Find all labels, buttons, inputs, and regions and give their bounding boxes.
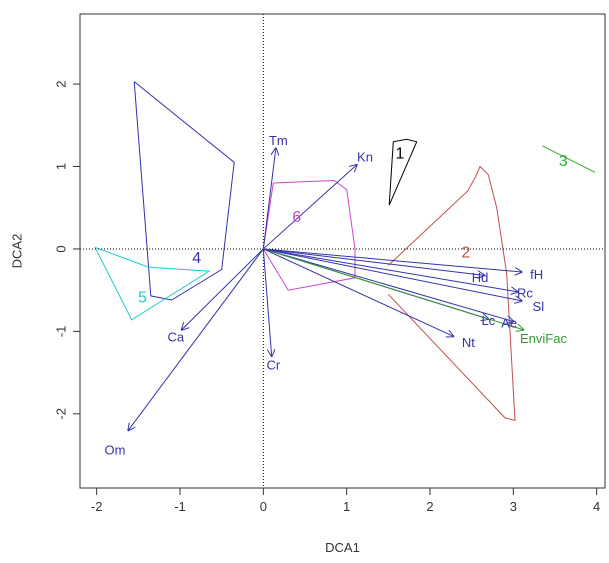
group-1-hull — [388, 138, 418, 206]
reference-lines — [80, 14, 605, 488]
vector-fh-label: fH — [530, 267, 543, 282]
group-4-hull — [133, 81, 235, 301]
vector-rc-label: Rc — [517, 286, 533, 301]
group-6-hull — [262, 179, 356, 291]
y-tick-label: -1 — [53, 326, 68, 338]
plot-frame — [79, 13, 606, 489]
vector-ca-label: Ca — [168, 329, 185, 344]
x-tick-label: 1 — [343, 499, 350, 514]
group-hulls — [94, 81, 596, 422]
y-tick-label: 1 — [53, 163, 68, 170]
group-5-label: 5 — [138, 290, 147, 307]
vector-envifac-label: EnviFac — [520, 331, 567, 346]
vector-sl-label: Sl — [533, 299, 545, 314]
vector-sl — [263, 248, 521, 301]
y-tick-label: 0 — [53, 245, 68, 252]
vector-tm-label: Tm — [269, 133, 288, 148]
vector-envifac — [263, 248, 523, 330]
vector-fh — [263, 248, 521, 272]
x-tick-label: 4 — [593, 499, 600, 514]
x-tick-label: 3 — [510, 499, 517, 514]
x-tick-label: 0 — [260, 499, 267, 514]
group-4-label: 4 — [192, 250, 201, 267]
vector-cr-label: Cr — [266, 357, 280, 372]
y-axis-title: DCA2 — [9, 234, 24, 269]
y-tick-label: -2 — [53, 408, 68, 420]
axes: -2 -1 0 1 2 3 4 -2 -1 0 1 2 — [53, 80, 600, 514]
group-3-label: 3 — [559, 153, 568, 170]
environmental-vectors — [128, 148, 523, 430]
x-tick-label: 2 — [426, 499, 433, 514]
vector-tm — [262, 148, 276, 250]
group-2-hull — [387, 165, 516, 422]
x-axis-title: DCA1 — [325, 540, 360, 555]
vector-nt — [263, 248, 453, 336]
vector-om-label: Om — [105, 442, 126, 457]
vector-kn — [262, 165, 356, 250]
vector-om — [128, 248, 264, 430]
group-3-hull — [542, 145, 596, 173]
vector-lc-label: Lc — [481, 313, 495, 328]
vector-hd — [263, 248, 484, 275]
vector-ca — [182, 248, 264, 330]
vector-ae — [263, 248, 513, 322]
y-tick-label: 2 — [53, 80, 68, 87]
vector-hd-label: Hd — [472, 270, 489, 285]
group-2-label: 2 — [461, 244, 470, 261]
x-tick-label: -2 — [91, 499, 103, 514]
vector-rc — [263, 248, 517, 292]
group-6-label: 6 — [292, 209, 301, 226]
vector-kn-label: Kn — [357, 150, 373, 165]
vector-nt-label: Nt — [462, 335, 475, 350]
group-5-hull — [94, 246, 211, 321]
group-1-label: 1 — [396, 145, 405, 162]
vector-cr — [262, 248, 271, 356]
x-tick-label: -1 — [174, 499, 186, 514]
vector-ae-label: Ae — [501, 315, 517, 330]
